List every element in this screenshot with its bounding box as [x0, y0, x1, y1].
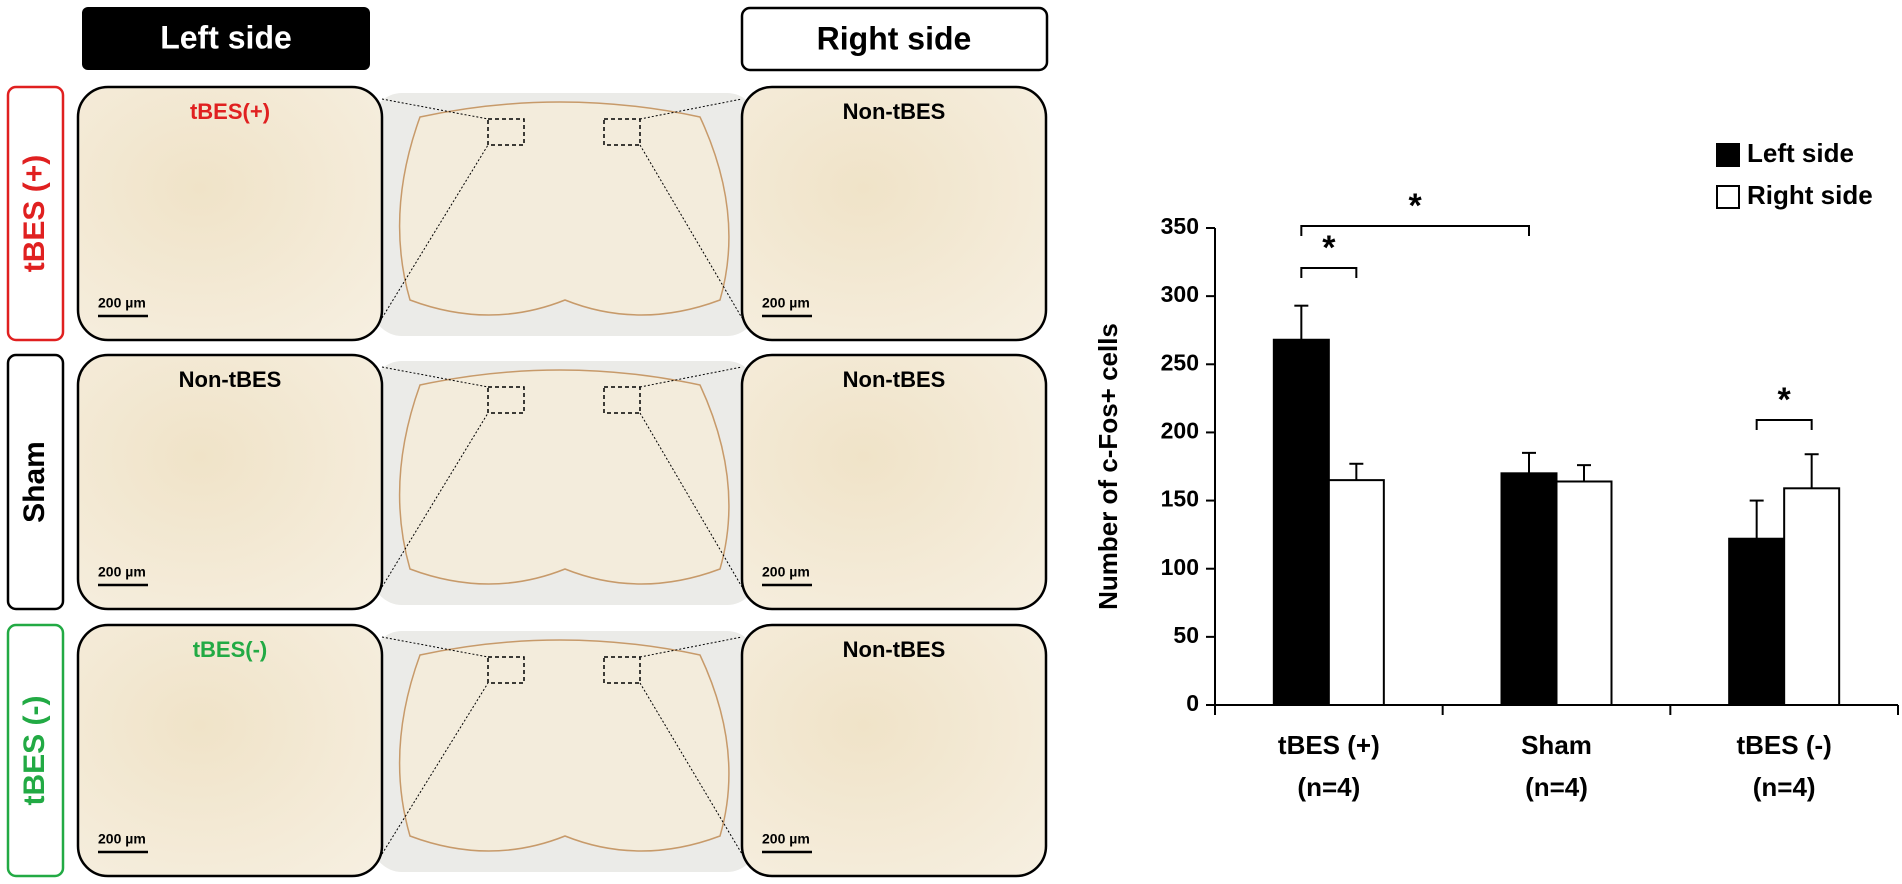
roi-box — [603, 118, 641, 146]
row-label-box — [6, 353, 65, 611]
panel-label: Non-tBES — [843, 367, 946, 392]
y-tick-label: 200 — [1161, 418, 1199, 444]
bar — [1500, 472, 1558, 707]
zoom-line — [381, 636, 489, 658]
scale-bar-label: 200 µm — [762, 564, 810, 580]
y-tick-label: 300 — [1161, 281, 1199, 307]
significance-bracket — [1300, 267, 1358, 278]
panel-label: Non-tBES — [843, 637, 946, 662]
bar — [1272, 338, 1330, 706]
scale-bar-label: 200 µm — [762, 831, 810, 847]
row-label-box — [6, 85, 65, 342]
legend-label: Right side — [1747, 180, 1873, 210]
zoom-line — [639, 636, 743, 658]
zoom-line — [381, 682, 489, 855]
zoom-line — [639, 412, 743, 588]
roi-box — [603, 656, 641, 684]
y-tick-label: 0 — [1186, 690, 1199, 716]
y-tick-label: 150 — [1161, 486, 1199, 512]
significance-star: * — [1409, 187, 1423, 225]
scale-bar-label: 200 µm — [98, 831, 146, 847]
y-axis-label: Number of c-Fos+ cells — [1093, 323, 1123, 610]
micrograph — [740, 353, 1048, 611]
legend-swatch — [1716, 185, 1740, 209]
y-tick-label: 100 — [1161, 554, 1199, 580]
zoom-line — [381, 412, 489, 588]
bar — [1555, 480, 1613, 706]
micrograph — [76, 353, 384, 611]
y-tick-label: 350 — [1161, 213, 1199, 239]
x-tick-label: Sham — [1521, 730, 1592, 760]
micrograph — [76, 85, 384, 342]
row-label-box — [6, 623, 65, 878]
right-header-box — [740, 6, 1049, 72]
bar — [1728, 537, 1786, 707]
x-tick-label: (n=4) — [1297, 772, 1360, 802]
zoom-line — [639, 366, 743, 388]
x-tick-label: tBES (+) — [1278, 730, 1380, 760]
legend-swatch — [1716, 143, 1740, 167]
bar — [1783, 487, 1841, 707]
panel-label: tBES(-) — [193, 637, 268, 662]
micrograph — [76, 623, 384, 878]
row-label: tBES (-) — [18, 696, 51, 806]
panel-label: Non-tBES — [179, 367, 282, 392]
zoom-line — [381, 144, 489, 319]
zoom-line — [639, 682, 743, 855]
roi-box — [603, 386, 641, 414]
x-tick-label: (n=4) — [1753, 772, 1816, 802]
zoom-line — [639, 98, 743, 120]
micrograph — [740, 85, 1048, 342]
significance-bracket — [1755, 419, 1813, 430]
roi-box — [487, 386, 525, 414]
legend-label: Left side — [1747, 138, 1854, 168]
y-tick-label: 50 — [1173, 622, 1199, 648]
scale-bar-label: 200 µm — [98, 295, 146, 311]
bar — [1327, 479, 1385, 706]
zoom-line — [381, 366, 489, 388]
left-header-box — [82, 7, 370, 70]
significance-bracket — [1300, 225, 1530, 236]
micrograph — [740, 623, 1048, 878]
x-tick-label: tBES (-) — [1737, 730, 1832, 760]
right-header: Right side — [817, 20, 972, 56]
roi-box — [487, 118, 525, 146]
x-tick-label: (n=4) — [1525, 772, 1588, 802]
zoom-line — [639, 144, 743, 319]
zoom-line — [381, 98, 489, 120]
left-header: Left side — [160, 19, 292, 55]
y-tick-label: 250 — [1161, 349, 1199, 375]
scale-bar-label: 200 µm — [762, 295, 810, 311]
scale-bar-label: 200 µm — [98, 564, 146, 580]
panel-label: tBES(+) — [190, 99, 270, 124]
roi-box — [487, 656, 525, 684]
brain-section — [398, 639, 730, 852]
significance-star: * — [1322, 229, 1336, 267]
panel-label: Non-tBES — [843, 99, 946, 124]
significance-star: * — [1778, 381, 1792, 419]
row-label: tBES (+) — [18, 155, 51, 273]
row-label: Sham — [18, 441, 51, 523]
